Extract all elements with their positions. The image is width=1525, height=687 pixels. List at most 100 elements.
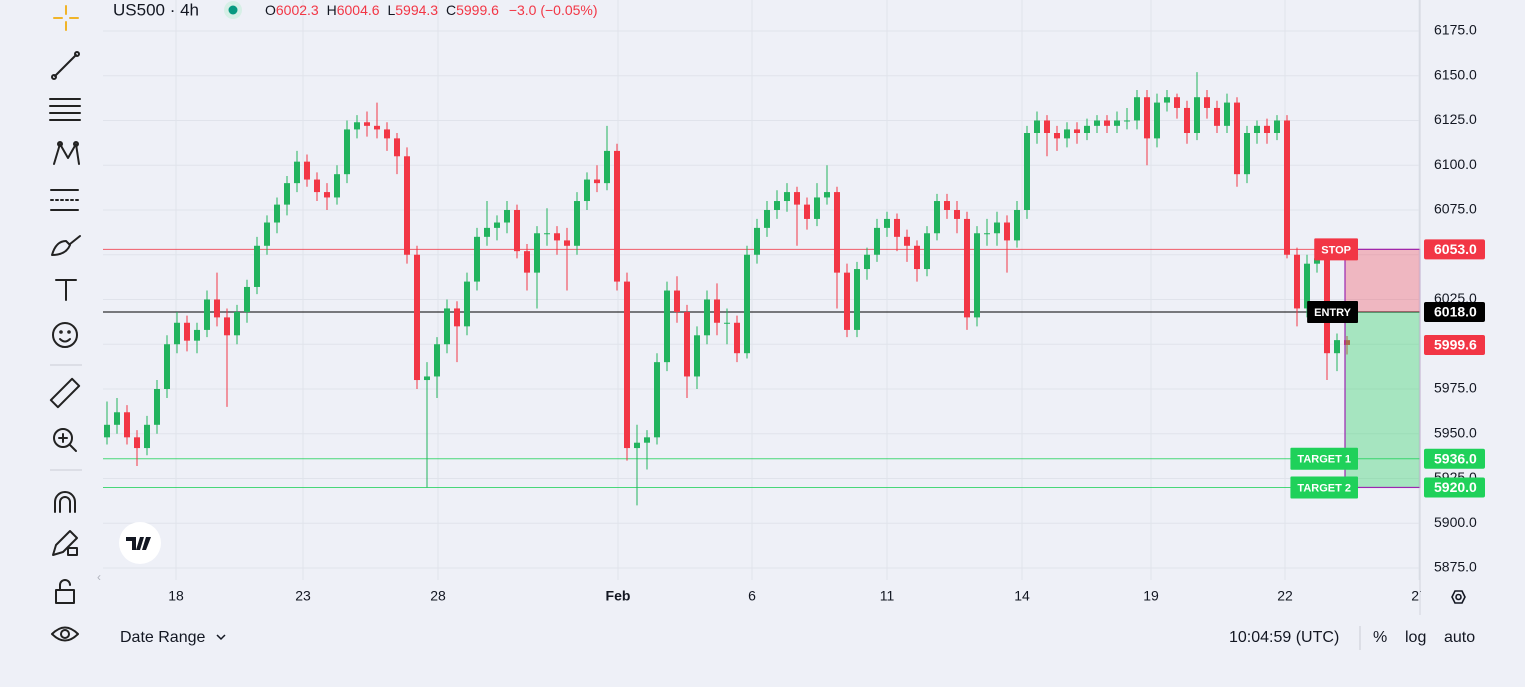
text-icon[interactable]: [55, 279, 77, 301]
candle-body: [1104, 120, 1110, 126]
candle-body: [984, 233, 990, 235]
pattern-icon[interactable]: [53, 141, 80, 165]
candle-body: [1114, 120, 1120, 126]
candle-body: [774, 201, 780, 210]
price-tag-bg: [1424, 302, 1485, 323]
y-tick-label: 6175.0: [1434, 22, 1477, 38]
trendline-icon[interactable]: [51, 51, 80, 80]
y-tick-label: 6075.0: [1434, 201, 1477, 217]
candle-body: [1154, 102, 1160, 139]
scroll-arrow[interactable]: ‹: [97, 570, 101, 584]
candle-body: [154, 388, 160, 425]
draw-lock-icon[interactable]: [52, 530, 78, 556]
candle-body: [1144, 97, 1150, 139]
candle-body: [314, 179, 320, 193]
x-tick-label: 23: [295, 588, 311, 604]
date-range[interactable]: Date Range: [120, 629, 205, 646]
candle-body: [914, 245, 920, 270]
auto-toggle[interactable]: auto: [1444, 629, 1475, 646]
candle-body: [974, 233, 980, 318]
candle-body: [784, 192, 790, 202]
candle-body: [694, 335, 700, 377]
brush-icon[interactable]: [51, 235, 81, 256]
candle-body: [714, 299, 720, 323]
candle-body: [844, 272, 850, 330]
candle-body: [734, 322, 740, 354]
level-tag: TARGET 1: [1297, 454, 1351, 466]
price-tag: 5936.0: [1434, 451, 1477, 467]
candle-body: [264, 222, 270, 246]
level-tag-bg: [1314, 238, 1358, 261]
left-toolbar: [49, 5, 82, 642]
y-tick-label: 5875.0: [1434, 559, 1477, 575]
date-range-chevron: [216, 634, 226, 641]
x-tick-label: 6: [748, 588, 756, 604]
fib-icon[interactable]: [49, 98, 81, 121]
price-tag: 6018.0: [1434, 304, 1477, 320]
plot-area: STOP ENTRY TARGET 1 TARGET 2 18 23 28 Feb 6 11 14 1…: [103, 0, 1525, 615]
candle-body: [744, 254, 750, 354]
candle-body: [824, 192, 830, 198]
x-tick-label: 14: [1014, 588, 1030, 604]
candle-body: [244, 286, 250, 313]
logo: [126, 537, 151, 550]
candle-body: [1274, 120, 1280, 134]
y-tick-label: 6150.0: [1434, 66, 1477, 82]
candle-body: [954, 209, 960, 219]
magnet-icon[interactable]: [54, 491, 76, 513]
crosshair-icon[interactable]: [53, 5, 79, 31]
candle-body: [1064, 129, 1070, 139]
h-label: H: [327, 2, 337, 18]
candle-body: [124, 412, 130, 438]
candle-body: [1044, 120, 1050, 134]
candle-body: [664, 290, 670, 363]
forecast-icon[interactable]: [50, 189, 79, 211]
ohlc-legend: O6002.3 H6004.6 L5994.3 C5999.6 −3.0 (−0…: [265, 2, 598, 18]
candle-body: [834, 192, 840, 273]
price-tag-bg: [1424, 448, 1485, 469]
l-value: 5994.3: [395, 2, 438, 18]
settings-icon[interactable]: [1451, 590, 1466, 604]
candle-body: [944, 201, 950, 210]
candle-body: [134, 437, 140, 449]
candle-body: [964, 218, 970, 318]
candle-body: [614, 150, 620, 282]
candle-body: [1094, 120, 1100, 126]
candle-body: [1194, 97, 1200, 134]
candle-body: [884, 218, 890, 228]
candle-body: [1284, 120, 1290, 255]
log-toggle[interactable]: log: [1405, 629, 1426, 646]
level-tag-bg: [1290, 447, 1358, 470]
candle-body: [434, 344, 440, 377]
candle-body: [114, 412, 120, 425]
price-tag: 5920.0: [1434, 479, 1477, 495]
candle-body: [144, 424, 150, 449]
candle-body: [294, 161, 300, 184]
candle-body: [1244, 133, 1250, 175]
change: −3.0 (−0.05%): [509, 2, 598, 18]
candle-body: [464, 281, 470, 327]
candle-body: [1024, 133, 1030, 210]
percent-toggle[interactable]: %: [1373, 629, 1387, 646]
level-tag-bg: [1307, 301, 1358, 324]
y-tick-label: 6125.0: [1434, 111, 1477, 127]
lock-icon[interactable]: [55, 579, 75, 604]
zoom-icon[interactable]: [53, 428, 77, 452]
candle-body: [624, 281, 630, 449]
status-dot: [228, 5, 238, 15]
symbol[interactable]: US500 · 4h: [113, 0, 199, 19]
x-tick-label: 22: [1277, 588, 1293, 604]
candle-body: [854, 269, 860, 330]
emoji-icon[interactable]: [52, 322, 78, 348]
candle-body: [1184, 107, 1190, 134]
o-label: O: [265, 2, 276, 18]
ruler-icon[interactable]: [49, 377, 81, 409]
candle-body: [1294, 254, 1300, 309]
visibility-icon[interactable]: [51, 626, 79, 642]
y-tick-label: 5950.0: [1434, 424, 1477, 440]
candle-body: [1074, 129, 1080, 134]
candle-body: [894, 218, 900, 237]
candle-body: [584, 179, 590, 202]
